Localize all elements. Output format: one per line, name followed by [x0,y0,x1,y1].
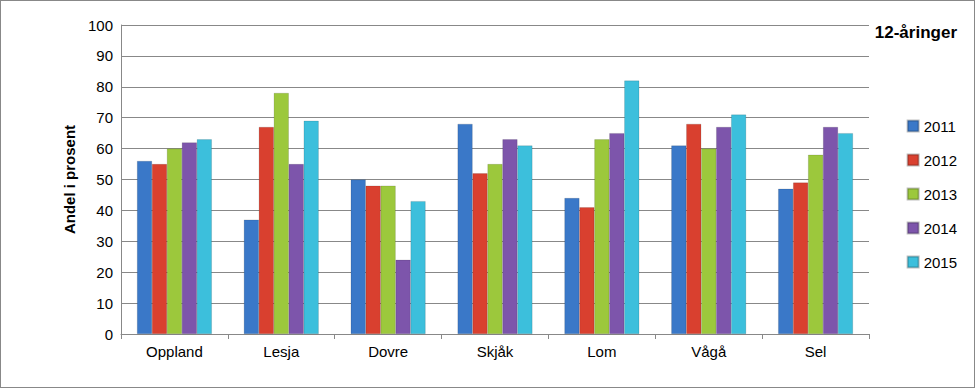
svg-text:Dovre: Dovre [368,343,408,360]
svg-text:40: 40 [96,202,113,219]
svg-text:2011: 2011 [924,118,956,135]
svg-text:Vågå: Vågå [691,343,727,360]
svg-text:20: 20 [96,264,113,281]
svg-text:2014: 2014 [924,220,957,237]
svg-text:2012: 2012 [924,152,957,169]
svg-text:2013: 2013 [924,186,957,203]
svg-text:Oppland: Oppland [146,343,203,360]
svg-text:80: 80 [96,78,113,95]
svg-text:50: 50 [96,171,113,188]
svg-text:10: 10 [96,295,113,312]
svg-text:70: 70 [96,109,113,126]
svg-text:Skjåk: Skjåk [477,343,514,360]
svg-text:60: 60 [96,140,113,157]
svg-text:2015: 2015 [924,254,957,271]
svg-text:Lom: Lom [587,343,616,360]
svg-text:Sel: Sel [805,343,827,360]
svg-text:12-åringer: 12-åringer [875,23,958,42]
svg-text:0: 0 [105,326,113,343]
svg-text:Lesja: Lesja [263,343,300,360]
svg-text:Andel i prosent: Andel i prosent [61,125,78,234]
svg-text:90: 90 [96,47,113,64]
svg-text:30: 30 [96,233,113,250]
svg-text:100: 100 [88,17,113,34]
